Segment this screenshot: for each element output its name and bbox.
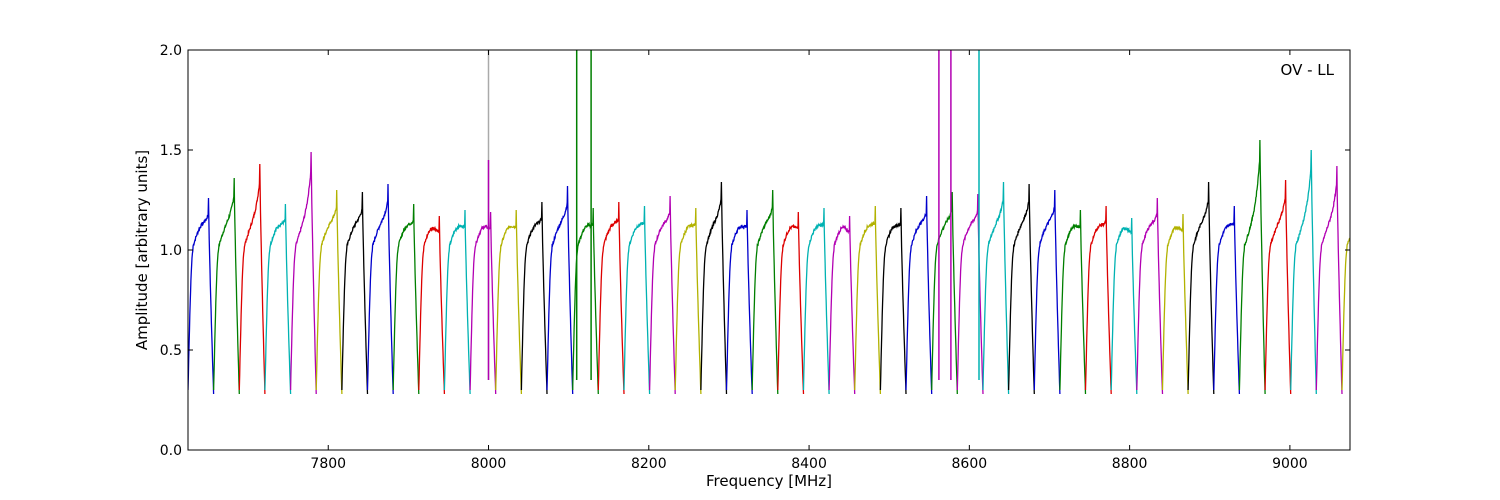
y-tick-label-2: 1.0 (160, 243, 182, 259)
channel-trace-43 (1290, 149, 1317, 395)
channel-trace-2 (238, 163, 266, 395)
tick-layer: 7800 8000 8200 8400 8600 8800 9000 0.0 0.5 1.0 1.5… (160, 43, 1350, 472)
channel-trace-20 (700, 181, 728, 395)
channel-trace-16 (597, 201, 625, 395)
y-tick-label-1: 0.5 (160, 343, 182, 359)
channel-trace-8 (392, 203, 420, 395)
channel-trace-22 (751, 189, 779, 395)
channel-trace-3 (264, 203, 292, 395)
y-tick-label-0: 0.0 (160, 443, 182, 459)
channel-trace-40 (1213, 205, 1241, 395)
series-layer (188, 50, 1350, 395)
x-axis-label: Frequency [MHz] (706, 472, 832, 490)
channel-trace-7 (366, 183, 394, 395)
channel-trace-5 (315, 189, 343, 395)
channel-trace-37 (1136, 197, 1164, 395)
channel-annotation: OV - LL (1281, 61, 1335, 79)
channel-trace-10 (443, 209, 471, 395)
channel-trace-24 (802, 207, 830, 395)
x-tick-label-1: 8000 (471, 456, 507, 472)
channel-trace-4 (289, 151, 317, 395)
x-tick-label-0: 7800 (310, 456, 346, 472)
channel-trace-26 (854, 205, 882, 395)
channel-trace-38 (1161, 213, 1189, 395)
x-tick-label-4: 8600 (952, 456, 988, 472)
channel-trace-21 (725, 209, 753, 395)
channel-trace-13 (520, 201, 548, 395)
channel-trace-18 (648, 195, 676, 395)
channel-trace-12 (495, 209, 523, 395)
x-tick-label-3: 8400 (791, 456, 827, 472)
channel-trace-28 (905, 195, 933, 395)
channel-trace-9 (418, 215, 446, 395)
plot-frame (187, 49, 1351, 451)
channel-trace-35 (1084, 205, 1112, 395)
channel-trace-19 (674, 207, 702, 395)
channel-trace-45 (1341, 235, 1350, 391)
channel-trace-39 (1187, 181, 1215, 395)
x-tick-label-6: 9000 (1272, 456, 1308, 472)
channel-trace-33 (1033, 189, 1061, 395)
channel-trace-17 (623, 205, 651, 395)
y-tick-label-3: 1.5 (160, 143, 182, 159)
channel-trace-42 (1264, 179, 1292, 395)
channel-trace-0 (188, 197, 215, 395)
channel-trace-27 (879, 207, 907, 395)
channel-trace-25 (828, 215, 856, 395)
channel-trace-31 (982, 181, 1010, 395)
channel-trace-11 (469, 211, 497, 395)
channel-trace-14 (546, 185, 574, 395)
channel-trace-44 (1315, 165, 1343, 395)
channel-trace-6 (341, 191, 369, 395)
channel-trace-41 (1238, 139, 1266, 395)
x-tick-label-2: 8200 (631, 456, 667, 472)
channel-trace-34 (1059, 209, 1087, 395)
channel-trace-29 (931, 191, 958, 395)
y-axis-label: Amplitude [arbitrary units] (133, 150, 151, 350)
channel-trace-1 (212, 177, 240, 395)
channel-trace-36 (1110, 217, 1138, 395)
x-tick-label-5: 8800 (1112, 456, 1148, 472)
channel-trace-23 (777, 211, 805, 395)
channel-trace-32 (1007, 183, 1035, 395)
y-tick-label-4: 2.0 (160, 43, 182, 59)
